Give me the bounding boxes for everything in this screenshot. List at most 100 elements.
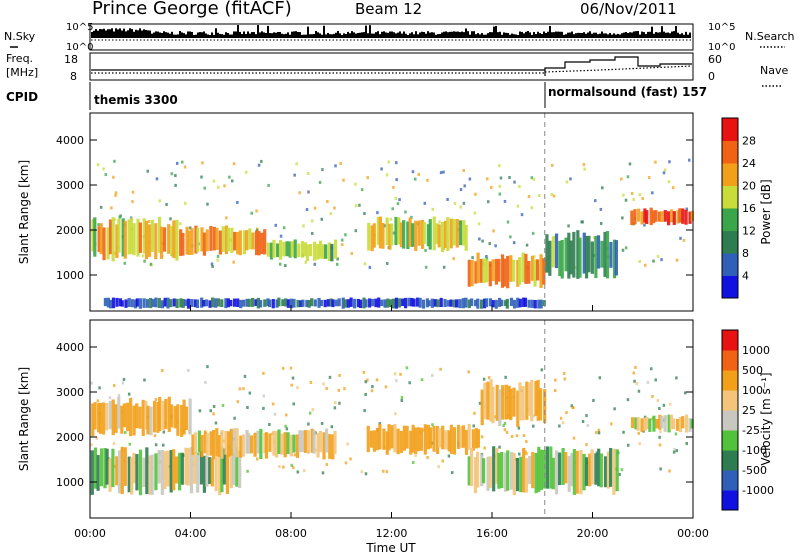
data-band-cell <box>256 430 260 454</box>
data-band-cell <box>387 424 391 451</box>
data-band-cell <box>209 431 213 456</box>
colorbar-tick-label: 8 <box>742 247 749 260</box>
noise-bar <box>551 32 553 38</box>
data-band-cell <box>326 299 330 307</box>
scatter-cell <box>360 188 364 192</box>
noise-bar <box>335 32 337 38</box>
data-band-cell <box>525 381 529 420</box>
scatter-cell <box>392 231 395 235</box>
scatter-cell <box>334 164 337 168</box>
data-band-cell <box>115 297 119 307</box>
data-band-cell <box>281 299 285 307</box>
scatter-cell <box>585 443 588 447</box>
data-band-cell <box>521 252 525 283</box>
data-band-cell <box>103 448 107 489</box>
noise-bar <box>483 34 485 38</box>
scatter-cell <box>585 414 588 418</box>
noise-bar <box>383 31 385 38</box>
data-band-cell <box>408 217 412 247</box>
velocity-panel: 1000 2000 3000 4000 Slant Range [km] <box>17 319 694 519</box>
colorbar-tick-label: 4 <box>742 270 749 283</box>
noise-bar <box>373 33 375 38</box>
data-band-cell <box>356 298 360 308</box>
data-band-cell <box>278 239 283 260</box>
colorbar-swatch <box>722 350 738 371</box>
scatter-cell <box>439 171 443 175</box>
noise-bar <box>467 31 469 38</box>
x-tick-label: 16:00 <box>476 527 508 540</box>
data-band-cell <box>419 427 424 451</box>
data-band-cell <box>324 428 329 453</box>
scatter-cell <box>122 377 126 381</box>
noise-bar <box>429 32 431 38</box>
scatter-cell <box>256 228 259 232</box>
noise-bar <box>163 31 165 38</box>
data-band-cell <box>666 211 671 226</box>
data-band-cell <box>197 430 201 453</box>
scatter-cell <box>362 370 366 374</box>
noise-bar <box>423 31 425 38</box>
scatter-cell <box>473 211 477 215</box>
data-band-cell <box>230 227 234 253</box>
data-band-cell <box>648 418 652 432</box>
data-band-cell <box>640 211 644 225</box>
noise-bar <box>529 32 531 38</box>
data-band-cell <box>433 299 437 307</box>
noise-bar <box>389 31 391 38</box>
data-band-cell <box>179 298 183 308</box>
data-band-cell <box>473 457 478 494</box>
data-band-cell <box>249 435 254 454</box>
noise-bar <box>515 34 517 38</box>
data-band-cell <box>645 416 649 430</box>
data-band-cell <box>503 452 508 492</box>
data-band-cell <box>156 401 160 433</box>
noise-bar <box>95 29 97 38</box>
data-band-cell <box>202 455 207 493</box>
data-band-cell <box>516 260 520 287</box>
data-band-cell <box>327 242 331 262</box>
data-band-cell <box>175 298 179 309</box>
scatter-cell <box>396 202 400 206</box>
scatter-cell <box>343 387 346 391</box>
noise-bar <box>503 32 505 38</box>
scatter-cell <box>472 424 475 428</box>
scatter-cell <box>518 452 521 456</box>
data-band-cell <box>464 297 468 308</box>
scatter-cell <box>628 162 632 166</box>
data-band-cell <box>498 389 502 426</box>
noise-bar <box>619 34 621 38</box>
data-band-cell <box>241 434 245 457</box>
data-band-cell <box>208 457 212 485</box>
scatter-cell <box>656 399 660 403</box>
scatter-cell <box>422 428 425 432</box>
data-band-cell <box>333 430 337 455</box>
scatter-cell <box>525 243 529 247</box>
scatter-cell <box>201 161 204 165</box>
data-band-cell <box>630 210 634 226</box>
data-band-cell <box>212 226 216 251</box>
data-band-cell <box>283 432 287 458</box>
noise-bar <box>259 32 261 38</box>
scatter-cell <box>515 434 519 438</box>
data-band-cell <box>381 222 385 249</box>
data-band-cell <box>323 299 327 308</box>
scatter-cell <box>284 264 287 268</box>
data-band-cell <box>378 423 382 450</box>
scatter-cell <box>581 420 585 424</box>
data-band-cell <box>570 452 574 487</box>
scatter-cell <box>468 177 472 181</box>
data-band-cell <box>200 434 204 457</box>
data-band-cell <box>410 297 414 307</box>
scatter-cell <box>387 160 390 164</box>
data-band-cell <box>479 259 483 283</box>
scatter-cell <box>305 208 309 212</box>
data-band-cell <box>397 298 402 308</box>
data-band-cell <box>259 428 263 460</box>
data-band-cell <box>97 226 101 252</box>
scatter-cell <box>595 451 599 455</box>
noise-bar <box>283 34 285 38</box>
scatter-cell <box>198 409 202 413</box>
noise-bar <box>139 28 141 38</box>
scatter-cell <box>485 254 488 258</box>
data-band-cell <box>504 300 508 307</box>
